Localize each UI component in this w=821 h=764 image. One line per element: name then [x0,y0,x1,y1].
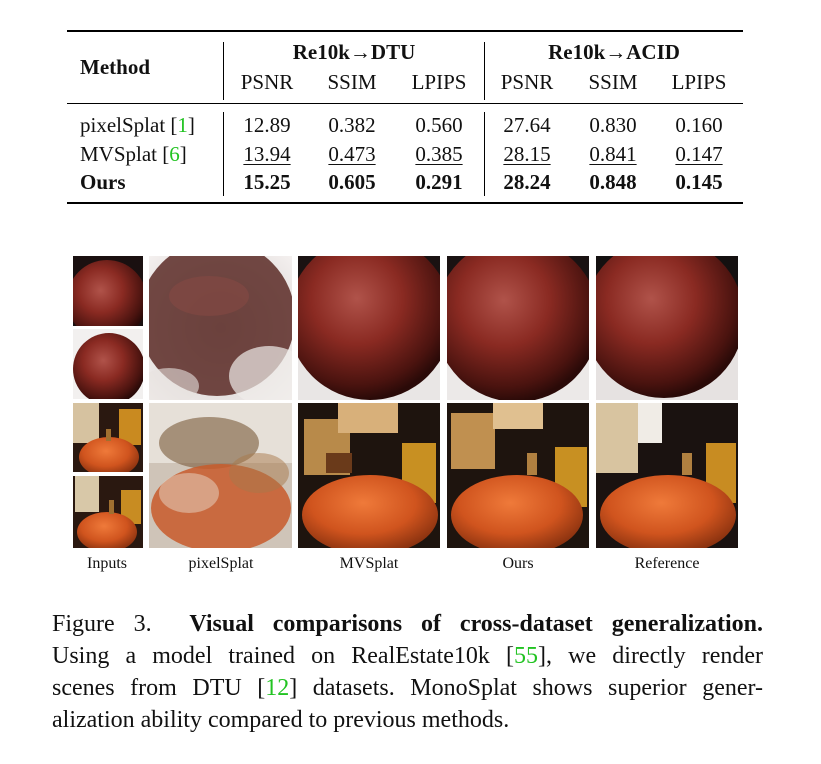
table-cell: 0.160 [675,113,723,137]
table-row-method: MVSplat [6] [80,142,187,166]
table-top-rule [67,30,743,32]
table-cell: 0.560 [415,113,463,137]
table-cell: 27.64 [503,113,551,137]
mvsplat-render-ball [298,256,440,400]
table-cell: 0.848 [589,170,637,194]
metric-header: LPIPS [411,70,467,94]
table-row-method: pixelSplat [1] [80,113,195,137]
reference-image-pumpkin [596,403,738,548]
table-cell: 0.147 [675,142,723,166]
method-header: Method [80,55,150,79]
table-cell: 0.145 [675,170,723,194]
results-table: Method Re10k→DTU Re10k→ACID PSNR SSIM LP… [67,30,743,204]
column-label-inputs: Inputs [87,555,127,572]
pixelsplat-render-ball [149,256,292,400]
citation-link[interactable]: 1 [177,113,188,137]
table-cell: 0.841 [589,142,637,166]
citation-link[interactable]: 6 [169,142,180,166]
table-cell: 13.94 [243,142,291,166]
metric-header: SSIM [588,70,638,94]
table-mid-rule [67,103,743,104]
citation-link[interactable]: 55 [514,643,539,669]
pixelsplat-render-pumpkin [149,403,292,548]
table-cell: 15.25 [243,170,291,194]
table-row-method: Ours [80,170,126,194]
group-header-dtu: Re10k→DTU [292,40,416,64]
ours-render-pumpkin [447,403,589,548]
caption-prefix: Figure 3. [52,611,152,637]
table-cell: 12.89 [243,113,291,137]
table-cell: 0.382 [328,113,376,137]
figure-caption: Figure 3. Visual comparisons of cross-da… [52,608,763,736]
table-vline-header [223,42,224,100]
table-bottom-rule [67,202,743,204]
column-label-pixelsplat: pixelSplat [188,555,254,572]
table-vline-body [223,112,224,196]
metric-header: PSNR [240,70,294,94]
table-cell: 0.830 [589,113,637,137]
caption-line: scenes from DTU [12] datasets. MonoSplat… [52,675,763,701]
table-cell: 28.15 [503,142,551,166]
metric-header: LPIPS [671,70,727,94]
input-image-pumpkin-1 [73,403,143,472]
column-label-mvsplat: MVSplat [339,555,399,572]
caption-line: Figure 3. Visual comparisons of cross-da… [52,608,763,640]
group-header-acid: Re10k→ACID [548,40,680,64]
table-cell: 0.385 [415,142,463,166]
mvsplat-render-pumpkin [298,403,440,548]
table-cell: 0.473 [328,142,376,166]
ours-render-ball [447,256,589,400]
input-image-pumpkin-2 [73,476,143,548]
caption-line: alization ability compared to previous m… [52,707,510,733]
table-vline-body-2 [484,112,485,196]
input-image-ball-1 [73,256,143,326]
reference-image-ball [596,256,738,400]
caption-line: Using a model trained on RealEstate10k [… [52,643,763,669]
caption-title: Visual comparisons of cross-dataset gene… [189,611,764,637]
table-cell: 0.605 [328,170,376,194]
table-cell: 28.24 [503,170,551,194]
input-image-ball-2 [73,329,143,399]
citation-link[interactable]: 12 [265,675,290,701]
column-label-reference: Reference [634,555,700,572]
table-vline-header-2 [484,42,485,100]
metric-header: PSNR [500,70,554,94]
column-label-ours: Ours [502,555,534,572]
metric-header: SSIM [327,70,377,94]
table-cell: 0.291 [415,170,463,194]
